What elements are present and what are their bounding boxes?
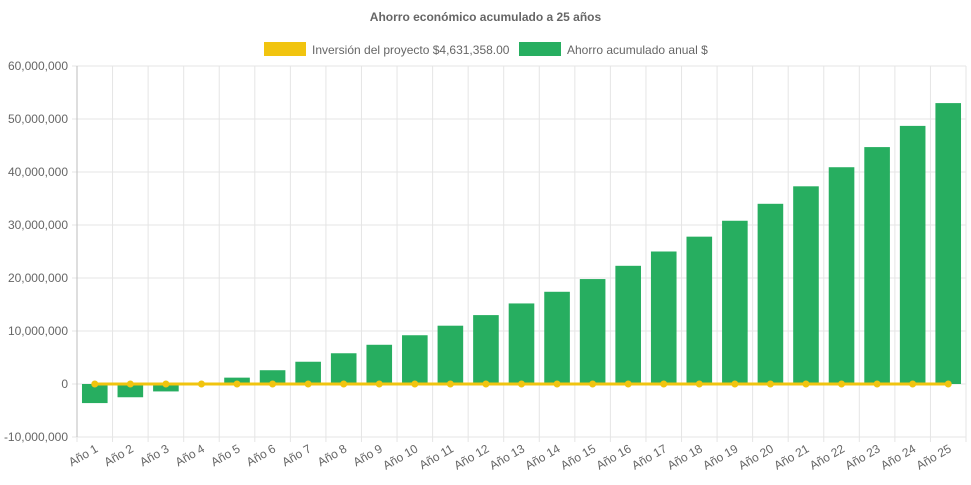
x-tick-label: Año 10: [380, 441, 420, 472]
bar: [81, 384, 108, 404]
bar: [686, 236, 713, 384]
x-tick-label: Año 17: [629, 441, 669, 472]
grid-lines: [72, 65, 967, 442]
bar: [366, 344, 393, 384]
x-tick-label: Año 8: [315, 441, 349, 469]
line-point: [695, 380, 703, 388]
y-tick-label: 60,000,000: [8, 59, 68, 73]
x-axis: Año 1 Año 2 Año 3 Año 4 Año 5 Año 6 Año 7 Año 8…: [66, 441, 954, 472]
x-tick-label: Año 20: [736, 441, 776, 472]
bar: [864, 147, 890, 384]
legend-swatch: [264, 42, 306, 56]
x-tick-label: Año 6: [244, 441, 278, 469]
x-tick-label: Año 3: [137, 441, 171, 469]
y-tick-label: 20,000,000: [8, 271, 68, 285]
bar: [259, 370, 286, 384]
x-tick-label: Año 4: [173, 441, 207, 469]
bar: [330, 353, 357, 384]
y-tick-label: 0: [61, 377, 68, 391]
x-tick-label: Año 25: [914, 441, 954, 472]
bar: [828, 167, 855, 384]
line-point: [909, 380, 917, 388]
bar: [935, 103, 962, 384]
bar: [722, 220, 748, 384]
x-tick-label: Año 5: [208, 441, 242, 469]
bar-series: [81, 103, 962, 404]
bar: [402, 335, 428, 384]
line-point: [126, 380, 134, 388]
y-tick-label: 40,000,000: [8, 165, 68, 179]
bar: [153, 384, 179, 392]
legend-label: Inversión del proyecto $4,631,358.00: [312, 43, 510, 57]
line-series: [91, 380, 952, 388]
x-tick-label: Año 11: [417, 441, 456, 472]
legend: Inversión del proyecto $4,631,358.00 Ahor…: [264, 42, 708, 57]
line-point: [304, 380, 312, 388]
line-point: [838, 380, 846, 388]
line-point: [375, 380, 383, 388]
line-point: [944, 380, 952, 388]
x-tick-label: Año 24: [878, 441, 918, 472]
line-point: [197, 380, 205, 388]
legend-swatch: [519, 42, 561, 56]
line-point: [766, 380, 774, 388]
x-tick-label: Año 2: [102, 441, 136, 469]
x-tick-label: Año 23: [843, 441, 883, 472]
x-tick-label: Año 15: [558, 441, 598, 472]
bar: [473, 315, 499, 384]
x-tick-label: Año 13: [487, 441, 527, 472]
line-point: [411, 380, 419, 388]
line-point: [553, 380, 561, 388]
line-point: [340, 380, 348, 388]
y-tick-label: 10,000,000: [8, 324, 68, 338]
legend-label: Ahorro acumulado anual $: [567, 43, 708, 57]
x-tick-label: Año 22: [807, 441, 847, 472]
bar: [757, 203, 784, 384]
x-tick-label: Año 18: [665, 441, 705, 472]
x-tick-label: Año 21: [772, 441, 812, 472]
line-point: [624, 380, 632, 388]
x-tick-label: Año 12: [451, 441, 491, 472]
line-point: [660, 380, 668, 388]
chart-title: Ahorro económico acumulado a 25 años: [370, 10, 602, 24]
line-point: [873, 380, 881, 388]
bar: [793, 186, 819, 384]
bar: [899, 125, 926, 384]
y-tick-label: 30,000,000: [8, 218, 68, 232]
x-tick-label: Año 7: [279, 441, 313, 469]
x-tick-label: Año 16: [594, 441, 634, 472]
x-tick-label: Año 19: [700, 441, 740, 472]
line-point: [482, 380, 490, 388]
y-tick-label: -10,000,000: [4, 430, 68, 444]
line-point: [518, 380, 525, 388]
bar: [437, 325, 464, 384]
line-point: [589, 380, 597, 388]
line-point: [162, 380, 170, 388]
bar: [117, 384, 144, 398]
bar: [295, 361, 321, 384]
y-tick-label: 50,000,000: [8, 112, 68, 126]
bar: [544, 291, 570, 384]
y-axis: 60,000,000 50,000,000 40,000,000 30,000,000…: [4, 59, 78, 444]
line-point: [446, 380, 454, 388]
line-point: [233, 380, 241, 388]
bar: [615, 265, 641, 384]
bar: [650, 251, 677, 384]
bar: [508, 303, 535, 384]
line-point: [802, 380, 810, 388]
x-tick-label: Año 1: [66, 441, 100, 469]
x-tick-label: Año 14: [523, 441, 563, 472]
line-point: [269, 380, 277, 388]
line-point: [91, 380, 99, 388]
x-tick-label: Año 9: [351, 441, 385, 469]
bar: [579, 279, 606, 384]
line-point: [731, 380, 739, 388]
